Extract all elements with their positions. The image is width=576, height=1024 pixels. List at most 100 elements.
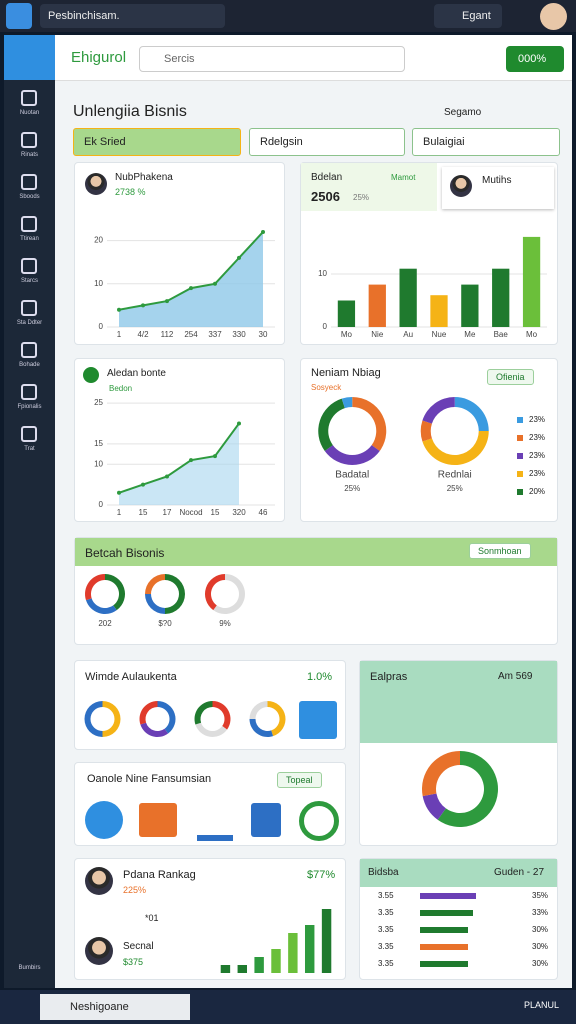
point: [189, 286, 193, 291]
nav-label: Sboods: [19, 194, 40, 200]
point: [237, 255, 241, 260]
legend-swatch: [517, 453, 523, 459]
row-bar: [420, 944, 468, 950]
search-box[interactable]: Sercis: [139, 46, 405, 72]
legend-label: 23%: [529, 469, 546, 478]
tab[interactable]: Bulaigiai: [412, 128, 560, 156]
row-code: 3.35: [378, 925, 394, 934]
taskbar: Neshigoane PLANUL: [0, 990, 576, 1024]
donut-segment: [145, 574, 165, 594]
x-tick-label: Nue: [432, 330, 447, 339]
icon[interactable]: [85, 801, 123, 839]
nav-label: Trat: [24, 446, 35, 452]
icon[interactable]: [299, 801, 339, 841]
card-value: Am 569: [498, 671, 533, 682]
donut-segment: [267, 701, 286, 737]
page-action[interactable]: Segamo: [444, 107, 482, 118]
legend-label: 23%: [529, 415, 546, 424]
header-button-text: 000%: [518, 53, 547, 65]
bar: [321, 909, 332, 973]
avatar: [85, 173, 107, 195]
row-bar: [420, 893, 476, 899]
tab-text: Rdelgsin: [260, 136, 303, 148]
donut-segment: [437, 751, 498, 827]
dropdown[interactable]: Topeal: [277, 772, 322, 788]
icon[interactable]: [139, 803, 177, 837]
rank-line: Secnal: [123, 941, 154, 952]
rank-line: 225%: [123, 885, 147, 895]
big-card: Ealpras Am 569: [359, 660, 558, 846]
nav-label: Bohade: [19, 362, 40, 368]
y-tick-label: 20: [94, 236, 103, 245]
donut-segment: [324, 445, 380, 465]
legend-swatch: [517, 471, 523, 477]
card-header: [360, 661, 557, 743]
donut-caption: 25%: [344, 484, 360, 493]
donut-segment: [454, 397, 489, 431]
nav-label: Starcs: [20, 278, 38, 284]
donut-segment: [420, 420, 432, 442]
donut-segment: [422, 397, 455, 424]
x-tick-label: 15: [139, 508, 148, 517]
legend-swatch: [517, 417, 523, 423]
window-title[interactable]: Pesbinchisam.: [40, 4, 225, 28]
bar: [430, 295, 448, 327]
card-title: Wimde Aulaukenta: [85, 671, 177, 683]
icon: [299, 701, 337, 739]
point: [117, 307, 121, 312]
header: Ehigurol Sercis 000%: [55, 35, 572, 81]
nav-label: Bumbirs: [18, 965, 41, 971]
point: [165, 474, 169, 479]
x-tick-label: Au: [403, 330, 413, 339]
dropdown[interactable]: Sonmhoan: [469, 543, 531, 559]
nav-label: Fpionalis: [17, 404, 42, 410]
card-sub: Sosyeck: [311, 383, 342, 392]
header-button[interactable]: 000%: [506, 46, 564, 72]
bar: [399, 268, 417, 327]
point: [213, 454, 217, 459]
donut-caption: 202: [98, 619, 112, 628]
legend-label: 23%: [529, 433, 546, 442]
rank-line: $375: [123, 957, 144, 967]
donut-segment: [352, 397, 387, 451]
donut-segment: [249, 719, 274, 737]
taskbar-search[interactable]: Neshigoane: [40, 994, 190, 1020]
x-tick-label: 46: [259, 508, 268, 517]
user-avatar[interactable]: [540, 3, 567, 30]
row-label: 30%: [532, 942, 549, 951]
card-title: Betcah Bisonis: [85, 546, 165, 560]
point: [237, 421, 241, 426]
logo[interactable]: [4, 35, 55, 80]
tab-text: Ek Sried: [84, 136, 126, 148]
area-chart: 0 10 20 1 4/2 112 254 337 330 30: [94, 229, 275, 339]
kpi-sub: 25%: [353, 193, 370, 202]
avatar: [85, 867, 113, 895]
icon[interactable]: [197, 805, 233, 841]
y-tick-label: 10: [318, 269, 327, 278]
avatar: [85, 937, 113, 965]
point: [213, 281, 217, 286]
table-card: Bidsba Guden - 27 3.55 35% 3.35 33% 3.35 30% 3…: [359, 858, 558, 980]
y-tick-label: 0: [99, 322, 104, 331]
legend-swatch: [517, 435, 523, 441]
card-value: Guden - 27: [494, 867, 545, 878]
icons-card: Wimde Aulaukenta 1.0%: [74, 660, 346, 750]
bar: [368, 284, 386, 327]
tab[interactable]: Egant: [434, 4, 502, 28]
row-code: 3.35: [378, 959, 394, 968]
avatar: [450, 175, 472, 197]
donut-segment: [165, 574, 185, 614]
tab[interactable]: Rdelgsin: [249, 128, 405, 156]
row-bar: [420, 927, 468, 933]
app-icon[interactable]: [6, 3, 32, 29]
donut-segment: [422, 751, 460, 797]
nav-icon: [21, 384, 37, 400]
sidebar: Nuotan Rinats Sboods Ttirean Starcs Sta Ddter…: [4, 35, 55, 988]
area-fill: [119, 423, 239, 505]
row-bar: [420, 961, 468, 967]
tab[interactable]: Ek Sried: [73, 128, 241, 156]
icon[interactable]: [251, 803, 281, 837]
area-card: NubPhakena 2738 % 0 10 20 1 4/2 112 254 337 330 3…: [74, 162, 285, 345]
dropdown[interactable]: Ofienia: [487, 369, 534, 385]
